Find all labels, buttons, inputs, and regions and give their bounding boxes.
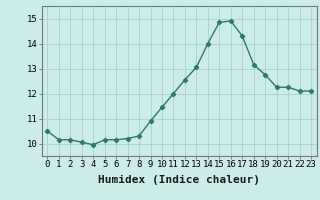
X-axis label: Humidex (Indice chaleur): Humidex (Indice chaleur) <box>98 175 260 185</box>
